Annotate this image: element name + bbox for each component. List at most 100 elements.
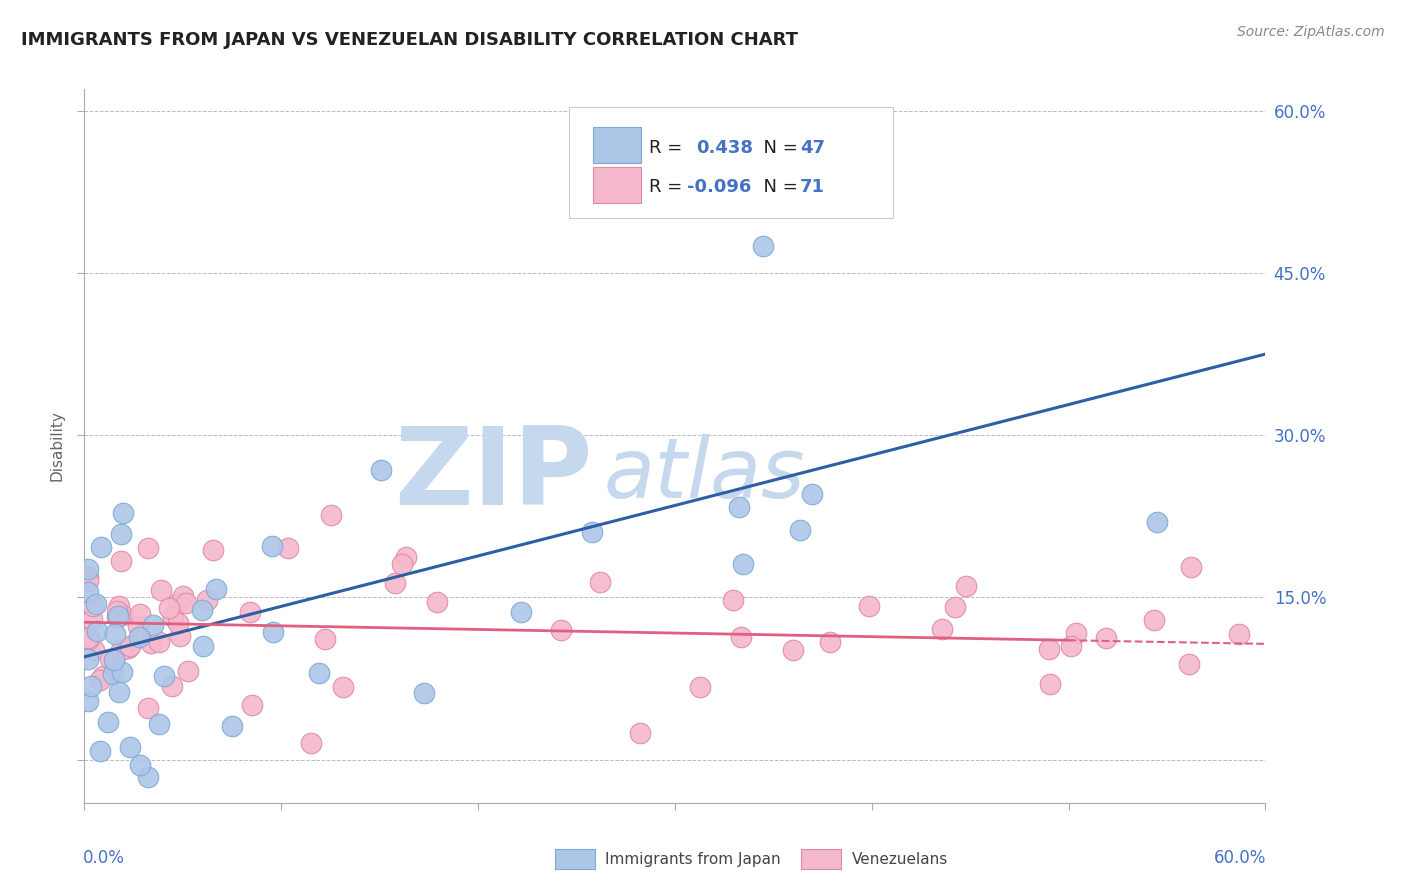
Point [89,673,111,688]
Point [550,623,572,637]
Point [111,665,134,679]
Point [148,635,170,649]
Point [148,717,170,731]
Point [107,685,129,699]
Point [105,603,128,617]
Point [77,585,100,599]
Point [77,693,100,707]
Point [83,643,105,657]
Point [221,719,243,733]
FancyBboxPatch shape [593,127,641,162]
Point [426,595,449,609]
Point [509,605,531,619]
Point [1095,631,1118,645]
Point [752,239,775,253]
Point [1178,657,1201,671]
Point [727,500,749,515]
Point [1060,639,1083,653]
Text: R =: R = [650,139,693,157]
Point [153,668,176,682]
Point [82,611,104,625]
Point [104,627,127,641]
Point [107,609,129,624]
Point [581,525,603,540]
Point [162,679,184,693]
Point [943,600,966,615]
Point [1265,659,1288,673]
Point [162,610,184,624]
Point [167,615,190,630]
Point [111,607,134,622]
Point [128,607,150,622]
Point [84,597,107,611]
Point [77,574,100,588]
Point [202,543,225,558]
Point [205,582,228,596]
Text: 0.0%: 0.0% [83,849,125,867]
Point [101,666,124,681]
Point [858,599,880,614]
Point [89,744,111,758]
Point [1064,625,1087,640]
Point [782,643,804,657]
Point [110,642,132,657]
Point [1277,612,1299,626]
Point [110,526,132,541]
Point [108,599,131,613]
Text: 71: 71 [800,178,825,196]
Y-axis label: Disability: Disability [49,410,65,482]
Point [120,639,142,653]
Point [689,681,711,695]
Point [731,558,754,572]
Point [169,629,191,643]
Point [197,593,219,607]
Text: Venezuelans: Venezuelans [852,853,948,867]
Point [262,625,284,640]
Point [103,653,125,667]
Point [105,610,128,624]
Point [391,558,413,572]
Text: 0.438: 0.438 [696,139,754,157]
Point [142,618,165,632]
Point [1180,560,1202,574]
Point [931,623,953,637]
Text: Source: ZipAtlas.com: Source: ZipAtlas.com [1237,25,1385,39]
Point [127,619,149,633]
Point [1038,641,1060,656]
Point [167,596,190,610]
Point [150,582,173,597]
Point [174,596,197,610]
Text: IMMIGRANTS FROM JAPAN VS VENEZUELAN DISABILITY CORRELATION CHART: IMMIGRANTS FROM JAPAN VS VENEZUELAN DISA… [21,31,799,49]
Point [118,739,141,754]
Point [82,599,104,614]
Text: N =: N = [752,178,803,196]
Point [1286,616,1309,631]
Point [117,640,139,655]
Point [800,487,823,501]
Point [157,601,180,615]
Point [77,562,100,576]
Point [80,679,103,693]
Point [314,632,336,647]
Point [308,665,330,680]
Point [1143,613,1166,627]
Point [772,185,794,199]
Point [589,575,612,590]
Point [191,603,214,617]
Point [239,605,262,619]
Point [955,579,977,593]
Point [730,631,752,645]
Point [191,639,214,653]
Point [299,736,322,750]
Point [129,758,152,772]
Point [628,726,651,740]
Text: R =: R = [650,178,688,196]
Point [395,550,418,565]
Point [136,541,159,555]
Point [1146,515,1168,529]
Point [139,636,162,650]
Point [128,630,150,644]
FancyBboxPatch shape [568,107,893,218]
Point [818,634,841,648]
Point [172,590,194,604]
